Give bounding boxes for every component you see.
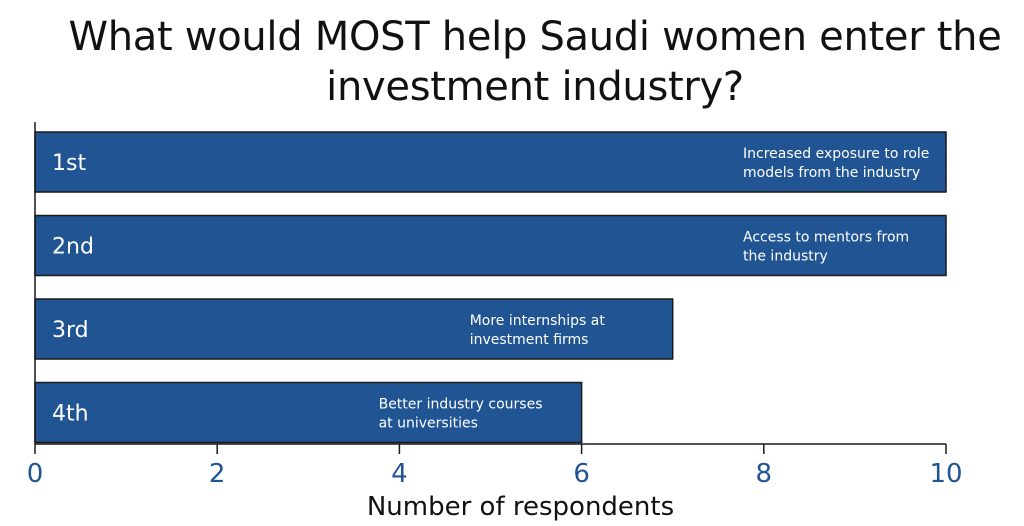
bar-2nd [34, 214, 947, 277]
x-tick-label: 8 [756, 459, 773, 489]
bar-rank-label: 1st [52, 151, 86, 176]
bar-description-line: models from the industry [743, 165, 920, 181]
x-tick-label: 4 [391, 459, 408, 489]
bar-description-line: Better industry courses [379, 397, 543, 413]
bar-description-label: Better industry courses at universities [379, 397, 543, 432]
x-tick-label: 10 [929, 459, 962, 489]
chart-title: What would MOST help Saudi women enter t… [68, 14, 1002, 110]
bar-description-label: Access to mentors from the industry [743, 230, 909, 265]
bar-description-label: More internships at investment firms [470, 313, 606, 348]
bar-rank-label: 4th [52, 402, 89, 427]
x-tick-label: 2 [209, 459, 226, 489]
bar-description-line: More internships at [470, 313, 606, 329]
bar-3rd [34, 298, 674, 360]
bar-description-line: Increased exposure to role [743, 146, 929, 162]
bar-description-line: Access to mentors from [743, 230, 909, 246]
bars-layer: 1st Increased exposure to role models from… [34, 131, 947, 444]
bar-description-line: at universities [379, 416, 478, 432]
x-tick-label: 0 [27, 459, 44, 489]
bar-description-label: Increased exposure to role models from th… [743, 146, 929, 181]
x-axis: 0 2 4 6 8 10 [27, 122, 963, 489]
bar-rank-label: 3rd [52, 318, 89, 343]
x-axis-title: Number of respondents [367, 492, 674, 522]
bar-description-line: the industry [743, 249, 828, 265]
x-tick-label: 6 [573, 459, 590, 489]
bar-rank-label: 2nd [52, 235, 94, 260]
bar-4th [34, 381, 583, 444]
bar-1st [34, 131, 947, 193]
bar-description-line: investment firms [470, 332, 589, 348]
